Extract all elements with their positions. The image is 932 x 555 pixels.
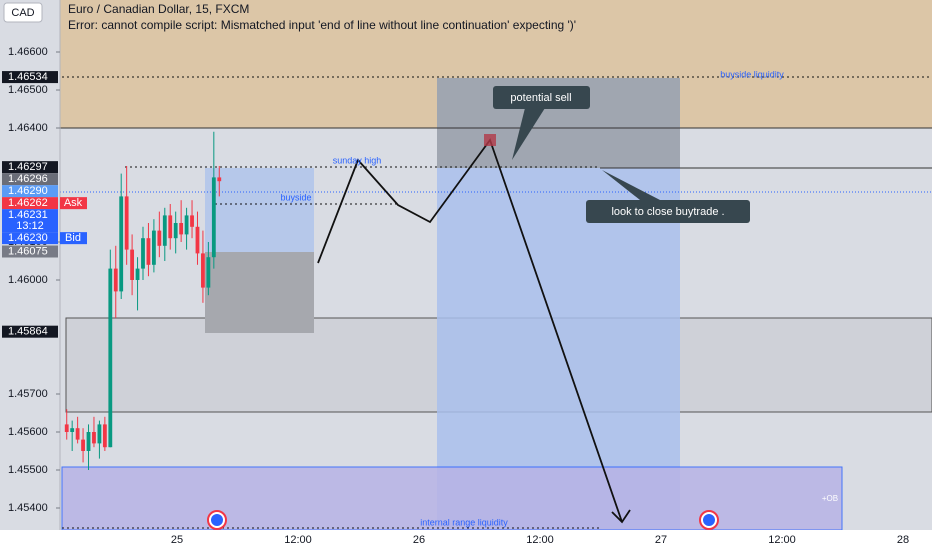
- x-tick-label: 28: [897, 534, 909, 546]
- y-tick-label: 1.46500: [8, 84, 48, 96]
- x-tick-label: 27: [655, 534, 667, 546]
- symbol-title: Euro / Canadian Dollar, 15, FXCM: [68, 2, 249, 16]
- x-tick-label: 25: [171, 534, 183, 546]
- label: sunday high: [333, 155, 382, 165]
- projected-path: [317, 138, 623, 523]
- y-tick-label: 1.46600: [8, 46, 48, 58]
- candle-body: [206, 257, 211, 288]
- candle-body: [195, 226, 200, 254]
- price-tag-label: 1.46290: [8, 185, 48, 197]
- currency-label: CAD: [11, 7, 34, 19]
- candle-body: [173, 223, 178, 239]
- candle-body: [81, 439, 85, 451]
- price-tag: [2, 245, 58, 258]
- label: +OB: [822, 494, 838, 503]
- y-tick-label: 1.45700: [8, 388, 48, 400]
- label: buyside: [280, 192, 311, 202]
- side-tag-label: Ask: [64, 197, 83, 209]
- side-tag-label: Bid: [65, 232, 81, 244]
- label: buyside liquidity: [720, 69, 784, 79]
- y-tick-label: 1.46400: [8, 122, 48, 134]
- price-tag: [2, 325, 58, 338]
- x-tick-label: 12:00: [284, 534, 312, 546]
- price-tag: [2, 232, 58, 245]
- y-tick-label: 1.45600: [8, 426, 48, 438]
- candle-body: [151, 230, 156, 265]
- label: internal range liquidity: [420, 517, 508, 527]
- candle-body: [70, 428, 75, 432]
- candle-body: [190, 215, 194, 227]
- price-tag-label: 1.46230: [8, 232, 48, 244]
- price-tag-label: 1.45864: [8, 326, 48, 338]
- price-tag-label: 1.46296: [8, 173, 48, 185]
- candle-body: [157, 230, 162, 246]
- candle-body: [102, 424, 107, 448]
- long-target: [205, 168, 314, 252]
- candle-body: [86, 432, 91, 451]
- callout-pointer: [512, 108, 545, 160]
- time-axis: [0, 530, 932, 550]
- candle-body: [92, 432, 96, 444]
- price-tag-label: 1.46075: [8, 245, 48, 257]
- candle-body: [75, 428, 80, 440]
- price-tag: [2, 71, 58, 84]
- price-tag: [2, 209, 58, 233]
- price-tag-label: 1.46231: [8, 209, 48, 221]
- candle-body: [113, 268, 118, 292]
- error-message: Error: cannot compile script: Mismatched…: [68, 18, 576, 32]
- candle-body: [141, 238, 145, 269]
- side-tag: [60, 197, 87, 210]
- callout: [493, 86, 590, 109]
- price-tag-countdown: 13:12: [16, 220, 44, 232]
- candle-body: [119, 196, 124, 292]
- candle-body: [64, 424, 69, 432]
- y-tick-label: 1.45400: [8, 502, 48, 514]
- price-tag: [2, 197, 58, 210]
- callout-text: look to close buytrade .: [611, 206, 724, 218]
- price-tag: [2, 161, 58, 174]
- arrow-head: [611, 509, 631, 524]
- callout-text: potential sell: [510, 92, 571, 104]
- x-tick-label: 12:00: [526, 534, 554, 546]
- candle-body: [135, 268, 140, 280]
- event-icon: [207, 510, 227, 530]
- currency-button[interactable]: [3, 2, 43, 23]
- x-tick-label: 12:00: [768, 534, 796, 546]
- candle-body: [168, 215, 173, 239]
- y-tick-label: 1.46000: [8, 274, 48, 286]
- callout-pointer: [602, 170, 660, 200]
- event-icon: [699, 510, 719, 530]
- candle-body: [97, 424, 102, 444]
- sell-marker: [484, 134, 496, 146]
- candle-body: [201, 253, 205, 288]
- candle-body: [162, 215, 167, 246]
- candle-body: [211, 177, 216, 258]
- price-tag-label: 1.46297: [8, 161, 48, 173]
- price-tag: [2, 185, 58, 198]
- candle-body: [179, 223, 184, 235]
- long-stop: [205, 252, 314, 333]
- candle-body: [130, 249, 135, 280]
- price-tag-label: 1.46534: [8, 71, 48, 83]
- candle-body: [146, 238, 151, 265]
- price-tag: [2, 173, 58, 186]
- side-tag: [60, 232, 87, 245]
- candle-body: [217, 177, 222, 182]
- callout: [586, 200, 750, 223]
- price-tag-label: 1.46262: [8, 197, 48, 209]
- candle-body: [184, 215, 189, 235]
- candle-body: [124, 196, 129, 250]
- y-tick-label: 1.45500: [8, 464, 48, 476]
- x-tick-label: 26: [413, 534, 425, 546]
- candle-body: [108, 268, 113, 448]
- dynamic: 1.466001.465001.464001.461001.460001.457…: [2, 46, 909, 546]
